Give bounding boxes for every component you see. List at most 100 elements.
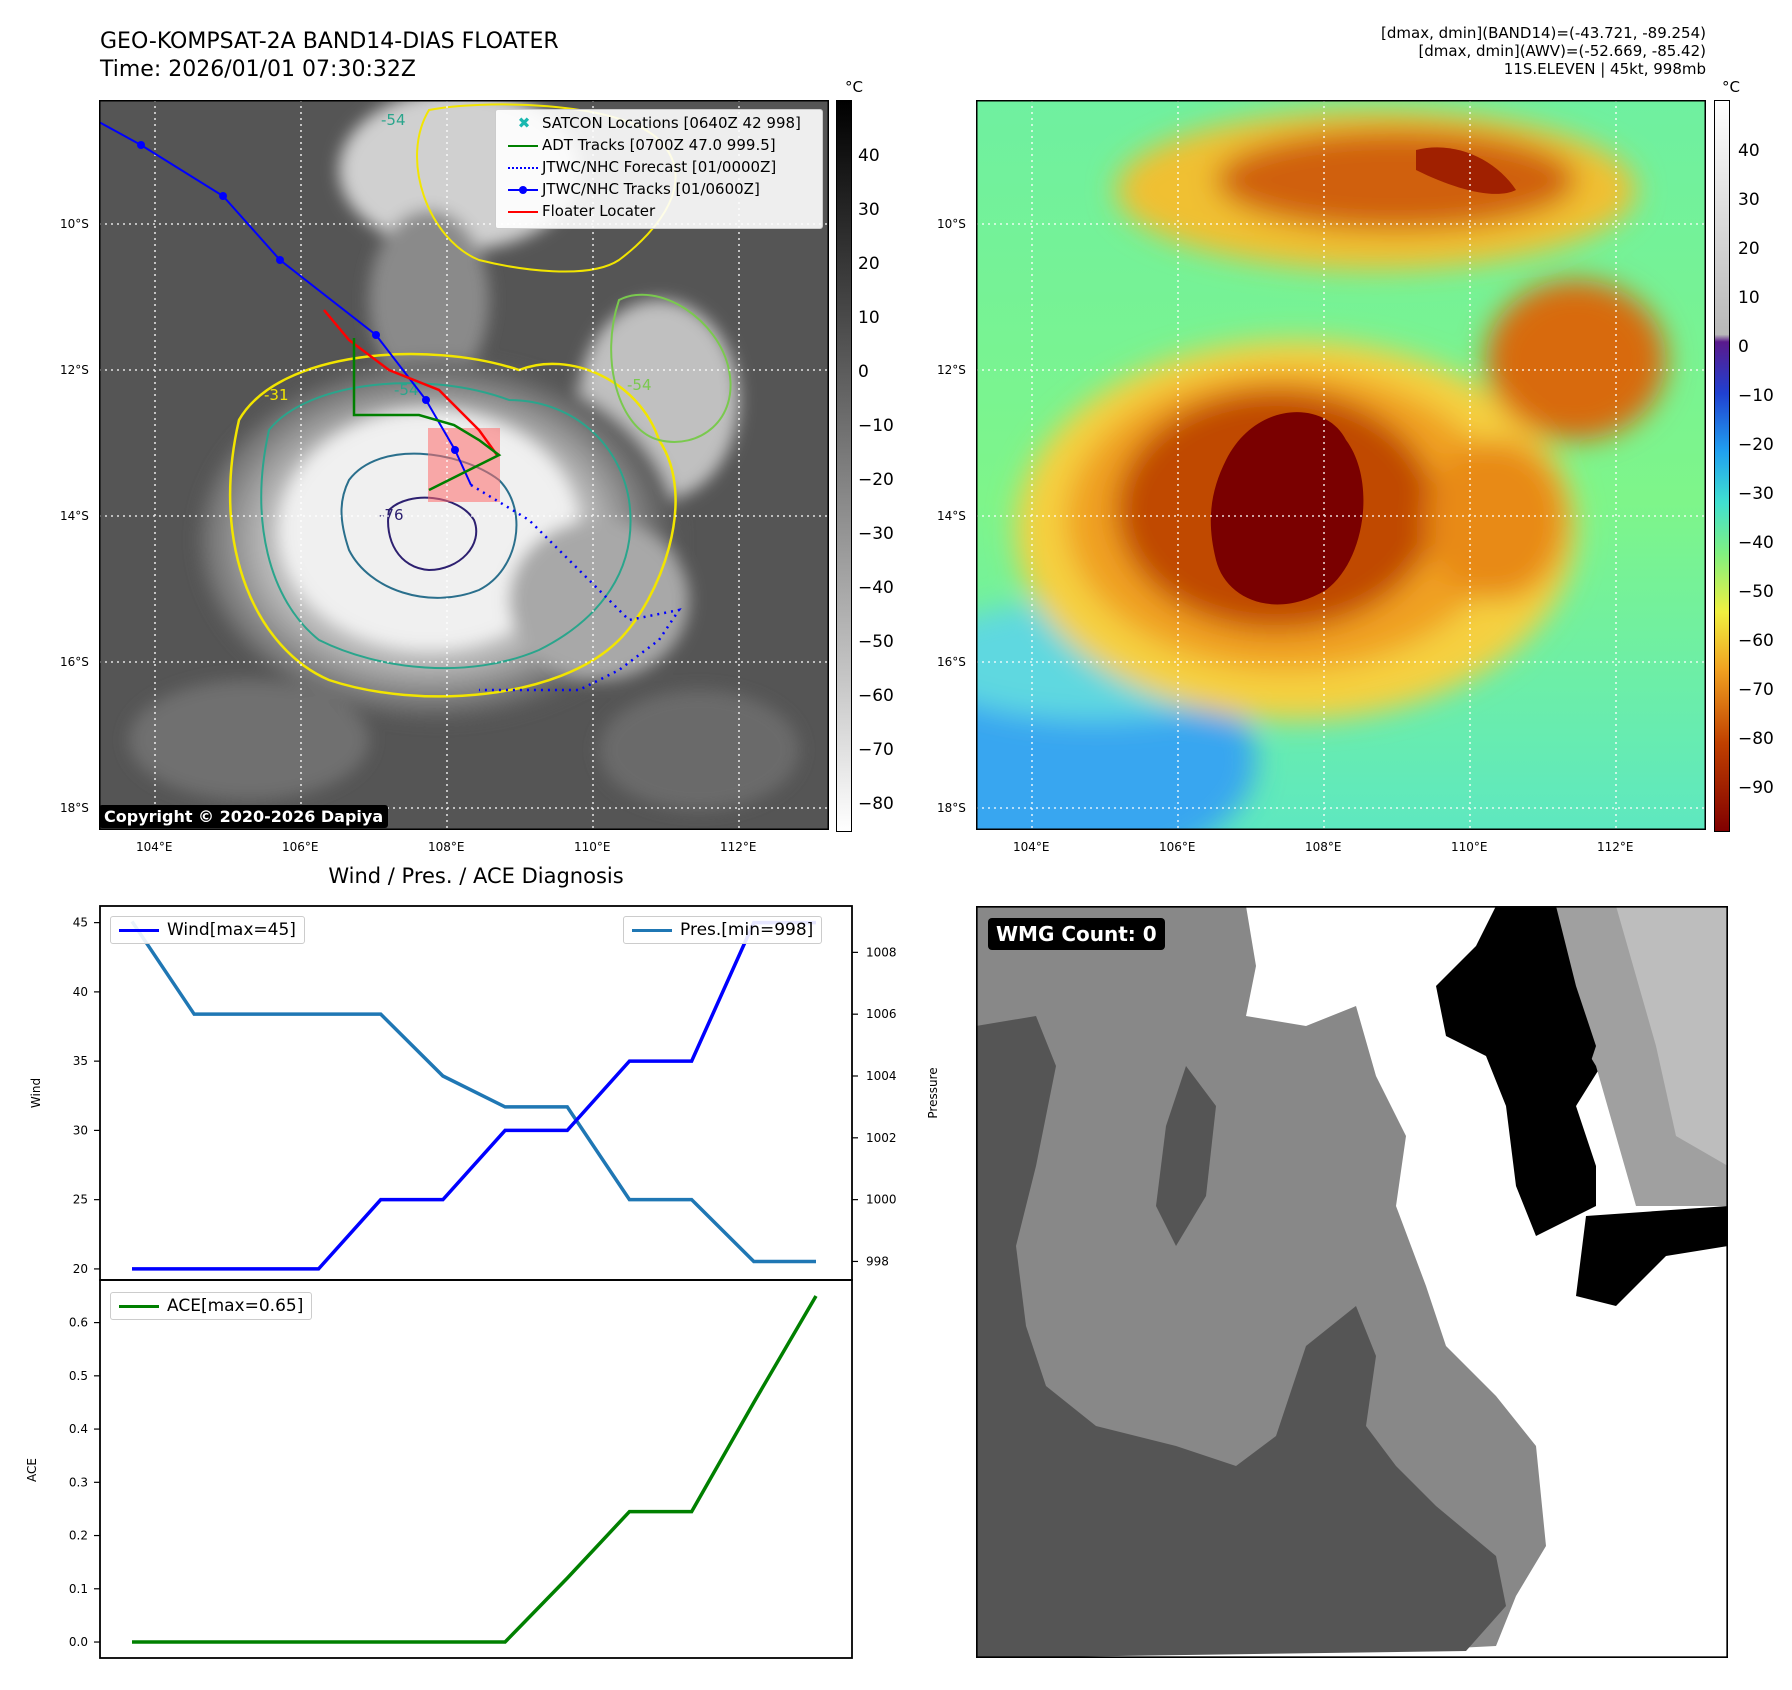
ace-series-line: [132, 1295, 818, 1644]
ace-line-icon: [119, 1305, 159, 1308]
ir-cb-tick: −10: [858, 416, 894, 436]
awv-frame: [976, 100, 1706, 830]
wind-tick-label: 40: [73, 985, 88, 999]
ir-lon-106e: 106°E: [282, 840, 319, 854]
contour-label-1: -54: [381, 111, 406, 129]
ir-lon-108e: 108°E: [428, 840, 465, 854]
ace-axis: 0.6 0.5 0.4 0.3 0.2 0.1 0.0: [69, 1316, 100, 1649]
legend-jtwc-tracks: JTWC/NHC Tracks [01/0600Z]: [506, 178, 801, 200]
awv-cb-tick: 20: [1738, 239, 1760, 259]
ir-cb-tick: −70: [858, 740, 894, 760]
ace-tick-label: 0.1: [69, 1582, 88, 1596]
info-storm: 11S.ELEVEN | 45kt, 998mb: [1503, 60, 1706, 78]
contour-label-2: -31: [264, 386, 289, 404]
awv-cb-tick: −50: [1738, 582, 1774, 602]
ir-colorbar-unit: °C: [845, 78, 863, 96]
ir-lat-14s: 14°S: [60, 509, 89, 523]
awv-colorbar: [1714, 100, 1730, 832]
satcon-marker-icon: ✖: [517, 114, 531, 132]
adt-line-icon: [508, 144, 538, 147]
ir-cb-tick: 30: [858, 200, 880, 220]
ir-contour-outer: [228, 352, 677, 698]
ace-tick-label: 0.0: [69, 1635, 88, 1649]
ir-lon-110e: 110°E: [574, 840, 611, 854]
diagnosis-chart: 45 40 35 30 25 20 1008 1006 1004 1002 1000 998 0.6…: [25, 905, 940, 1659]
awv-gridlines: [976, 100, 1706, 830]
ace-frame: [99, 1279, 853, 1659]
ace-tick-label: 0.6: [69, 1316, 88, 1330]
ir-cb-tick: −80: [858, 794, 894, 814]
awv-core: [1210, 412, 1364, 605]
awv-cb-tick: 10: [1738, 288, 1760, 308]
legend-floater: Floater Locater: [506, 200, 801, 222]
legend-jtwc-forecast: JTWC/NHC Forecast [01/0000Z]: [506, 156, 801, 178]
ir-cb-tick: −20: [858, 470, 894, 490]
series-lines: [130, 920, 818, 1644]
wind-tick-label: 30: [73, 1123, 88, 1137]
ir-legend: ✖ SATCON Locations [0640Z 42 998] ADT Tra…: [495, 109, 823, 229]
awv-cb-tick: −10: [1738, 386, 1774, 406]
wmg-count-badge: WMG Count: 0: [988, 918, 1165, 950]
awv-lon-106e: 106°E: [1159, 840, 1196, 854]
awv-lat-18s: 18°S: [937, 801, 966, 815]
awv-cb-tick: −20: [1738, 435, 1774, 455]
wind-tick-label: 35: [73, 1054, 88, 1068]
ir-lat-10s: 10°S: [60, 217, 89, 231]
pressure-tick-label: 998: [866, 1254, 889, 1268]
ir-lon-112e: 112°E: [720, 840, 757, 854]
awv-cb-tick: 0: [1738, 337, 1749, 357]
ir-cb-tick: 10: [858, 308, 880, 328]
legend-satcon: ✖ SATCON Locations [0640Z 42 998]: [506, 112, 801, 134]
ir-cb-tick: 0: [858, 362, 869, 382]
awv-cb-tick: −90: [1738, 778, 1774, 798]
pressure-tick-label: 1004: [866, 1069, 897, 1083]
track-line-icon: [508, 185, 538, 194]
pressure-tick-label: 1002: [866, 1131, 897, 1145]
awv-map: [976, 100, 1706, 830]
pressure-line-icon: [632, 929, 672, 932]
ace-tick-label: 0.5: [69, 1369, 88, 1383]
ir-lon-104e: 104°E: [136, 840, 173, 854]
wmg-map: [976, 906, 1728, 1658]
ir-lat-12s: 12°S: [60, 363, 89, 377]
diagnosis-title: Wind / Pres. / ACE Diagnosis: [328, 864, 624, 888]
wmg-region-dark-2: [1156, 1066, 1216, 1246]
awv-cb-tick: −70: [1738, 680, 1774, 700]
ir-clouds: [129, 100, 799, 810]
ir-cb-tick: −40: [858, 578, 894, 598]
awv-lon-104e: 104°E: [1013, 840, 1050, 854]
floater-box: [428, 428, 500, 502]
awv-lon-112e: 112°E: [1597, 840, 1634, 854]
wmg-region-dark: [976, 1016, 1506, 1658]
awv-lat-16s: 16°S: [937, 655, 966, 669]
pressure-ylabel: Pressure: [926, 1067, 940, 1118]
figure-time: Time: 2026/01/01 07:30:32Z: [100, 57, 416, 82]
awv-lon-108e: 108°E: [1305, 840, 1342, 854]
ir-cb-tick: 20: [858, 254, 880, 274]
wind-series-line: [132, 920, 816, 1271]
awv-cb-tick: −40: [1738, 533, 1774, 553]
ir-frame: [99, 100, 829, 830]
jtwc-track-line: [99, 121, 472, 486]
wmg-region-black-2: [1576, 1206, 1728, 1306]
wind-legend: Wind[max=45]: [110, 916, 305, 944]
ir-cb-tick: −30: [858, 524, 894, 544]
ace-tick-label: 0.3: [69, 1475, 88, 1489]
contour-label-5: -54: [627, 376, 652, 394]
ace-tick-label: 0.2: [69, 1529, 88, 1543]
wind-axis: 45 40 35 30 25 20: [73, 916, 100, 1276]
ir-contour-east: [610, 293, 732, 443]
floater-locater-line: [323, 309, 499, 456]
pres-axis: 1008 1006 1004 1002 1000 998: [852, 945, 897, 1268]
awv-lat-10s: 10°S: [937, 217, 966, 231]
info-awv-range: [dmax, dmin](AWV)=(-52.669, -85.42): [1418, 42, 1706, 60]
awv-lon-110e: 110°E: [1451, 840, 1488, 854]
ir-lat-18s: 18°S: [60, 801, 89, 815]
pressure-tick-label: 1006: [866, 1007, 897, 1021]
wind-line-icon: [119, 929, 159, 932]
wmg-region-lighter: [1616, 906, 1728, 1166]
awv-cb-tick: −30: [1738, 484, 1774, 504]
adt-track-line: [352, 338, 502, 492]
wind-ylabel: Wind: [29, 1078, 43, 1108]
ir-cb-tick: −50: [858, 632, 894, 652]
